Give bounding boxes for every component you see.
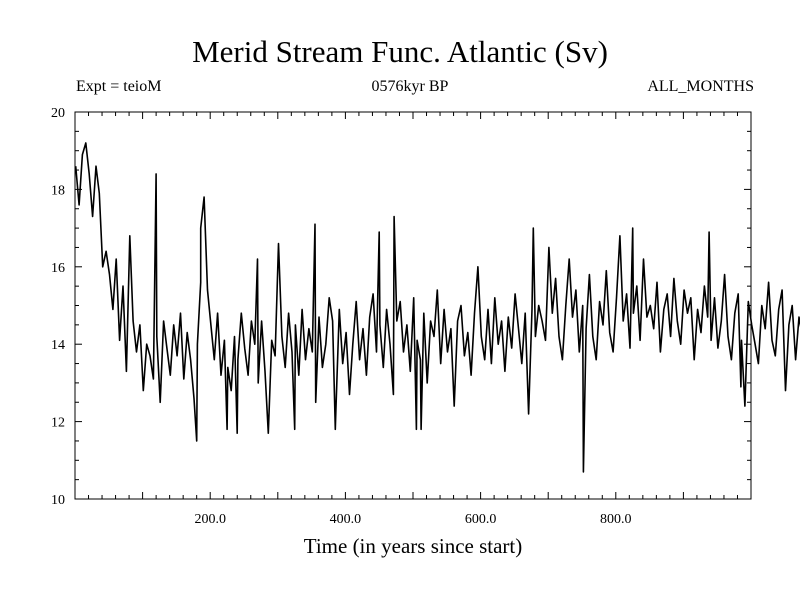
y-tick-label: 10 — [51, 493, 65, 508]
y-tick-label: 20 — [51, 106, 65, 121]
axis-tick-labels: 200.0 400.0 600.0 800.0 10 12 14 16 18 20 — [51, 106, 632, 527]
x-tick-label: 800.0 — [600, 512, 632, 527]
experiment-label: Expt = teioM — [76, 78, 162, 95]
x-axis-label: Time (in years since start) — [303, 534, 523, 558]
months-label: ALL_MONTHS — [647, 78, 754, 95]
period-label: 0576kyr BP — [371, 78, 449, 95]
x-tick-label: 400.0 — [330, 512, 362, 527]
y-tick-label: 16 — [51, 261, 65, 276]
chart-title: Merid Stream Func. Atlantic (Sv) — [192, 34, 608, 69]
x-tick-label: 200.0 — [194, 512, 226, 527]
y-tick-label: 12 — [51, 416, 65, 431]
series-line — [74, 142, 800, 473]
y-tick-label: 14 — [51, 338, 65, 353]
x-tick-label: 600.0 — [465, 512, 497, 527]
y-tick-label: 18 — [51, 183, 65, 198]
